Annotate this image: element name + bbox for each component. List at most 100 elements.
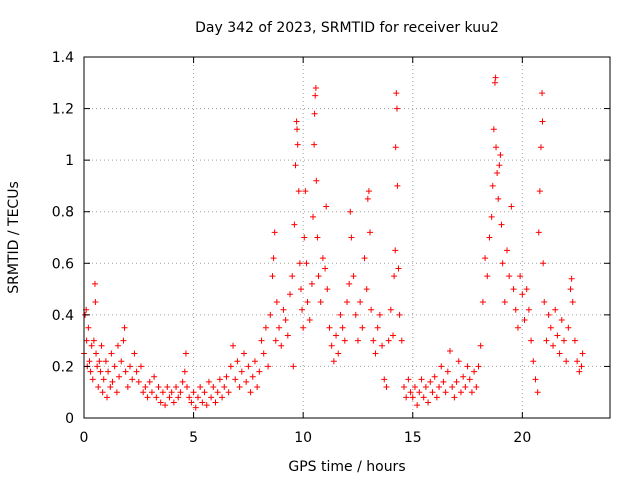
data-point [578, 363, 585, 370]
data-point [290, 363, 297, 370]
data-point [188, 399, 195, 406]
data-point [89, 376, 96, 383]
data-point [387, 306, 394, 313]
data-point [92, 298, 99, 305]
data-point [105, 368, 112, 375]
data-point [508, 203, 515, 210]
data-point [310, 213, 317, 220]
data-point [550, 342, 557, 349]
data-point [370, 337, 377, 344]
data-point [442, 389, 449, 396]
y-tick-label: 0.8 [52, 205, 74, 221]
data-point [330, 358, 337, 365]
data-point [440, 378, 447, 385]
data-point [83, 337, 90, 344]
data-point [111, 363, 118, 370]
data-point [457, 389, 464, 396]
data-point [394, 182, 401, 189]
data-point [238, 368, 245, 375]
data-point [127, 363, 134, 370]
data-point [499, 260, 506, 267]
data-point [519, 291, 526, 298]
data-point [88, 342, 95, 349]
data-point [184, 384, 191, 391]
data-point [157, 399, 164, 406]
data-point [484, 273, 491, 280]
data-point [368, 306, 375, 313]
data-point [292, 162, 299, 169]
data-point [433, 394, 440, 401]
data-point [232, 376, 239, 383]
data-point [571, 337, 578, 344]
data-point [341, 337, 348, 344]
data-point [142, 384, 149, 391]
data-point [311, 110, 318, 117]
data-point [396, 311, 403, 318]
data-point [510, 286, 517, 293]
data-point [525, 306, 532, 313]
data-point [395, 265, 402, 272]
data-point [284, 332, 291, 339]
data-point [135, 378, 142, 385]
data-point [179, 378, 186, 385]
data-point [537, 144, 544, 151]
data-point [374, 324, 381, 331]
data-point [455, 358, 462, 365]
plot-frame [83, 56, 611, 419]
data-point [121, 324, 128, 331]
data-point [140, 389, 147, 396]
data-point [282, 317, 289, 324]
data-point [547, 324, 554, 331]
data-point [381, 376, 388, 383]
data-point [99, 389, 106, 396]
data-point [194, 394, 201, 401]
data-point [113, 389, 120, 396]
data-point [540, 260, 547, 267]
data-point [565, 324, 572, 331]
data-point [249, 373, 256, 380]
data-point [414, 402, 421, 409]
data-point [256, 368, 263, 375]
data-point [301, 234, 308, 241]
data-point [159, 389, 166, 396]
data-point [574, 358, 581, 365]
data-point [151, 373, 158, 380]
data-point [367, 229, 374, 236]
data-point [137, 363, 144, 370]
data-point [444, 368, 451, 375]
data-point [190, 389, 197, 396]
data-point [122, 368, 129, 375]
data-point [148, 389, 155, 396]
data-point [554, 332, 561, 339]
data-point [304, 298, 311, 305]
data-point [361, 255, 368, 262]
data-point [170, 399, 177, 406]
data-point [379, 342, 386, 349]
data-point [186, 394, 193, 401]
data-point [392, 247, 399, 254]
data-point [260, 350, 267, 357]
data-point [357, 298, 364, 305]
data-point [383, 384, 390, 391]
data-point [339, 324, 346, 331]
data-point [347, 208, 354, 215]
data-point [93, 350, 100, 357]
data-point [100, 376, 107, 383]
data-point [118, 358, 125, 365]
data-point [543, 337, 550, 344]
data-point [326, 324, 333, 331]
data-point [528, 337, 535, 344]
x-tick-label: 15 [404, 430, 422, 446]
data-point [297, 286, 304, 293]
data-point [392, 144, 399, 151]
data-point [494, 170, 501, 177]
data-point [359, 324, 366, 331]
data-point [576, 368, 583, 375]
data-point [85, 324, 92, 331]
data-point [311, 141, 318, 148]
data-point [354, 337, 361, 344]
data-point [477, 342, 484, 349]
data-point [449, 384, 456, 391]
data-point [162, 402, 169, 409]
data-point [291, 221, 298, 228]
